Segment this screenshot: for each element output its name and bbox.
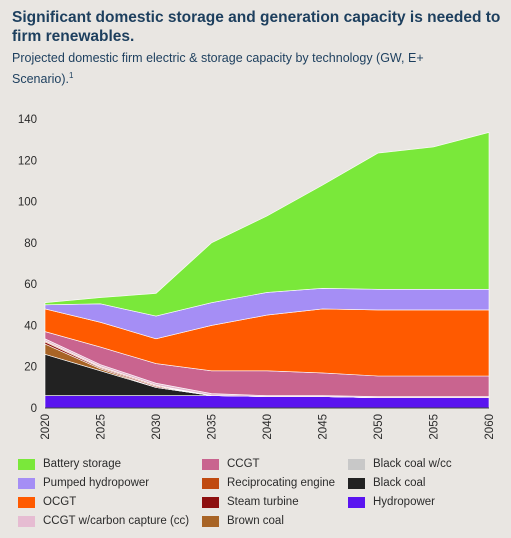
y-tick-label: 20 — [24, 362, 37, 374]
x-tick-label: 2060 — [484, 414, 496, 440]
legend-item: Black coal — [348, 476, 425, 490]
legend-swatch — [202, 496, 219, 508]
subtitle-footnote: 1 — [68, 71, 74, 80]
x-tick-label: 2055 — [429, 414, 441, 440]
y-tick-label: 0 — [31, 403, 37, 415]
x-tick-label: 2040 — [262, 414, 274, 440]
chart-legend: Battery storage CCGT Black coal w/cc Pumped… — [18, 457, 508, 537]
legend-item: Brown coal — [202, 514, 284, 528]
legend-label: Battery storage — [43, 458, 121, 470]
legend-swatch — [18, 477, 35, 489]
legend-item: CCGT w/carbon capture (cc) — [18, 514, 189, 528]
y-tick-label: 140 — [18, 114, 37, 126]
y-tick-label: 40 — [24, 320, 37, 332]
chart-subtitle: Projected domestic firm electric & stora… — [12, 50, 482, 88]
legend-label: Black coal w/cc — [373, 458, 452, 470]
legend-item: Steam turbine — [202, 495, 299, 509]
legend-swatch — [202, 458, 219, 470]
y-tick-label: 80 — [24, 238, 37, 250]
legend-label: Steam turbine — [227, 496, 299, 508]
legend-item: OCGT — [18, 495, 76, 509]
legend-swatch — [202, 515, 219, 527]
legend-item: Battery storage — [18, 457, 121, 471]
x-tick-label: 2045 — [318, 414, 330, 440]
legend-label: OCGT — [43, 496, 77, 508]
y-tick-label: 100 — [18, 197, 37, 209]
subtitle-text: Projected domestic firm electric & stora… — [12, 51, 424, 87]
legend-label: CCGT w/carbon capture (cc) — [43, 515, 190, 527]
y-tick-label: 60 — [24, 279, 37, 291]
legend-swatch — [348, 477, 365, 489]
legend-swatch — [348, 496, 365, 508]
legend-item: Black coal w/cc — [348, 457, 452, 471]
legend-swatch — [18, 515, 35, 527]
legend-label: CCGT — [227, 458, 260, 470]
x-tick-label: 2035 — [207, 414, 219, 440]
legend-item: Hydropower — [348, 495, 435, 509]
area-battery-storage — [44, 132, 490, 317]
legend-swatch — [18, 496, 35, 508]
legend-label: Pumped hydropower — [43, 477, 150, 489]
legend-swatch — [18, 458, 35, 470]
legend-swatch — [348, 458, 365, 470]
x-tick-label: 2050 — [373, 414, 385, 440]
legend-label: Reciprocating engine — [227, 477, 336, 489]
y-tick-label: 120 — [18, 155, 37, 167]
legend-label: Hydropower — [373, 496, 435, 508]
legend-label: Black coal — [373, 477, 426, 489]
chart-title: Significant domestic storage and generat… — [12, 9, 501, 45]
x-tick-label: 2020 — [40, 414, 52, 440]
legend-item: Reciprocating engine — [202, 476, 335, 490]
x-tick-label: 2025 — [96, 414, 108, 440]
legend-item: Pumped hydropower — [18, 476, 149, 490]
legend-label: Brown coal — [227, 515, 284, 527]
legend-item: CCGT — [202, 457, 260, 471]
x-tick-label: 2030 — [151, 414, 163, 440]
legend-swatch — [202, 477, 219, 489]
